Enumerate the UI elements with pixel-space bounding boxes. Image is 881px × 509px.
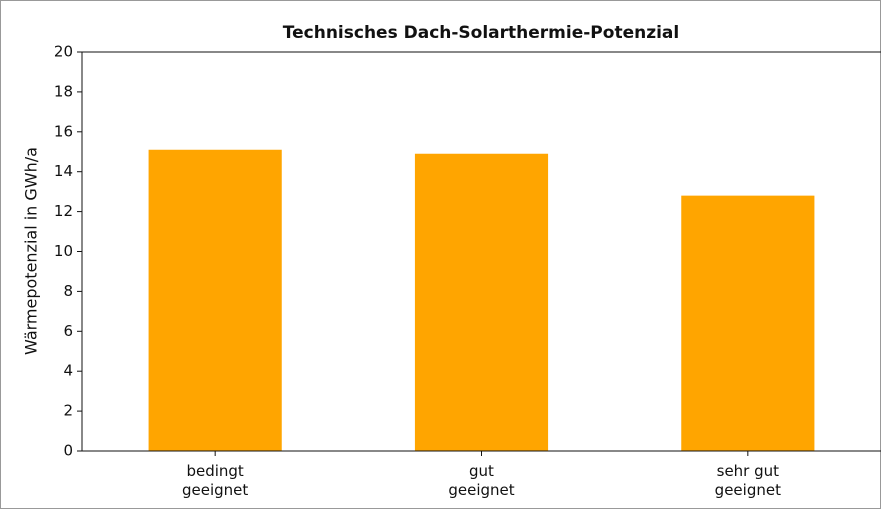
y-tick-label: 4 (63, 362, 73, 380)
chart-title: Technisches Dach-Solarthermie-Potenzial (283, 23, 679, 43)
y-tick-label: 16 (54, 122, 73, 140)
y-tick-label: 18 (54, 82, 73, 100)
bar (681, 195, 815, 451)
x-tick-label: bedingt geeignet (182, 462, 249, 499)
bar (414, 153, 549, 451)
y-tick-label: 14 (54, 162, 73, 180)
y-axis-label: Wärmepotenzial in GWh/a (22, 147, 41, 355)
x-tick-label: sehr gut geeignet (714, 462, 781, 499)
y-tick-label: 20 (54, 43, 73, 61)
y-tick-label: 10 (54, 242, 73, 260)
y-tick-label: 12 (54, 202, 73, 220)
y-tick-label: 6 (63, 322, 73, 340)
y-tick-label: 0 (63, 442, 73, 460)
bar (148, 149, 282, 451)
x-tick-label: gut geeignet (448, 462, 515, 499)
y-tick-label: 8 (63, 282, 73, 300)
y-tick-label: 2 (63, 402, 73, 420)
